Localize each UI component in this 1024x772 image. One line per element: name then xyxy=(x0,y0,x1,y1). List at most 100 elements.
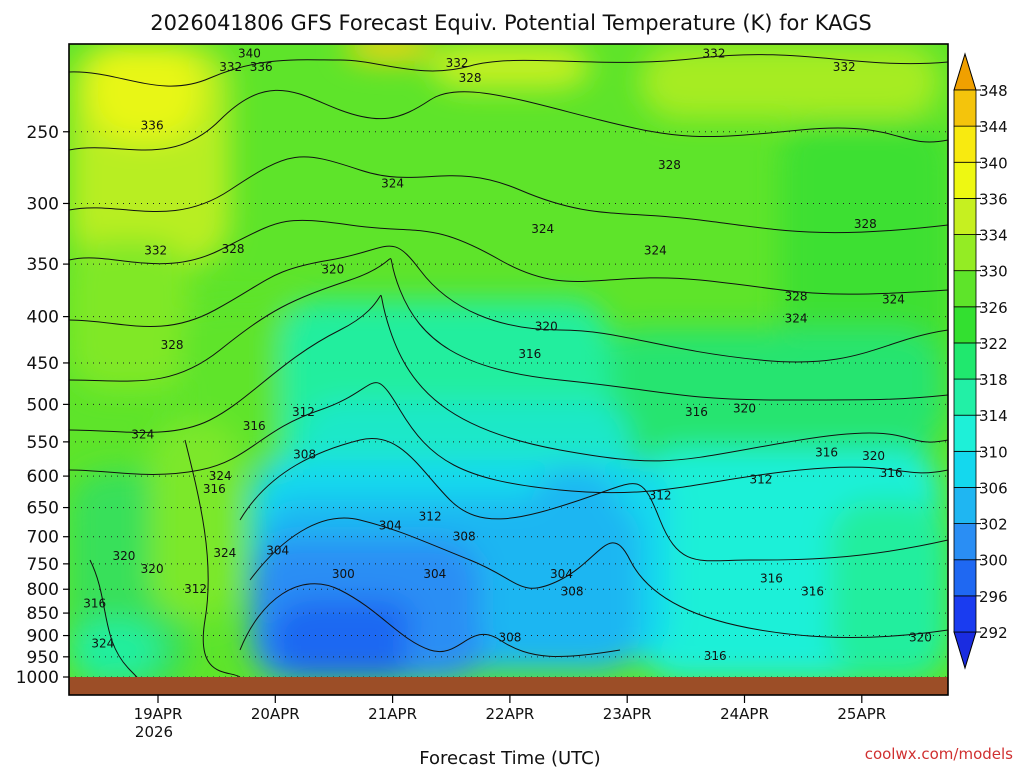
contour-label: 320 xyxy=(321,263,344,277)
contour-line xyxy=(69,245,948,363)
y-tick-label: 400 xyxy=(27,308,59,328)
contour-label: 332 xyxy=(446,56,469,70)
colorbar-tick-label: 344 xyxy=(979,118,1008,136)
ground-band xyxy=(69,677,948,695)
contour-label: 312 xyxy=(649,488,672,502)
contour-label: 316 xyxy=(243,419,266,433)
colorbar-swatch xyxy=(953,342,977,380)
contour-label: 332 xyxy=(219,60,242,74)
y-tick-label: 950 xyxy=(27,648,59,668)
contour-label: 300 xyxy=(332,567,355,581)
contour-line xyxy=(69,258,948,401)
colorbar-swatch xyxy=(953,523,977,561)
y-tick-label: 350 xyxy=(27,255,59,275)
colorbar-swatch xyxy=(953,595,977,633)
contour-label: 320 xyxy=(862,449,885,463)
x-tick-label: 19APR xyxy=(134,705,183,723)
y-tick-label: 800 xyxy=(27,580,59,600)
y-tick-label: 700 xyxy=(27,528,59,548)
field-region xyxy=(270,600,420,680)
x-tick-label: 24APR xyxy=(720,705,769,723)
colorbar-tick-label: 348 xyxy=(979,82,1008,100)
contour-label: 320 xyxy=(535,319,558,333)
colorbar-swatch xyxy=(953,414,977,452)
contour-label: 312 xyxy=(184,582,207,596)
colorbar-tick-label: 302 xyxy=(979,516,1008,534)
field-region xyxy=(345,44,435,62)
contour-line xyxy=(249,517,948,638)
field-region xyxy=(90,44,200,139)
y-tick-label: 450 xyxy=(27,354,59,374)
contour-label: 316 xyxy=(760,571,783,585)
colorbar-tick-label: 292 xyxy=(979,624,1008,642)
y-tick-label: 750 xyxy=(27,555,59,575)
contour-label: 316 xyxy=(518,347,541,361)
contour-label: 332 xyxy=(144,243,167,257)
contour-line xyxy=(69,89,948,151)
y-tick-label: 650 xyxy=(27,499,59,519)
contour-label: 324 xyxy=(644,243,667,257)
contour-label: 328 xyxy=(459,71,482,85)
contour-label: 308 xyxy=(498,631,521,645)
contour-label: 312 xyxy=(419,510,442,524)
colorbar-swatch xyxy=(953,125,977,163)
x-axis-label: Forecast Time (UTC) xyxy=(419,748,600,768)
contour-label: 328 xyxy=(161,338,184,352)
field-region xyxy=(150,420,240,620)
contour-label: 324 xyxy=(531,222,554,236)
contour-label: 328 xyxy=(658,158,681,172)
field-region xyxy=(69,240,189,390)
contour-label: 332 xyxy=(703,47,726,61)
x-tick-label: 20APR xyxy=(251,705,300,723)
contour-label: 320 xyxy=(141,562,164,576)
contour-label: 324 xyxy=(381,176,404,190)
x-tick-label: 21APR xyxy=(368,705,417,723)
colorbar-tick-label: 296 xyxy=(979,588,1008,606)
contour-label: 328 xyxy=(785,289,808,303)
colorbar-swatch xyxy=(953,197,977,235)
y-tick-label: 300 xyxy=(27,194,59,214)
contour-line xyxy=(239,438,948,562)
contour-line xyxy=(69,219,948,295)
plot-frame xyxy=(68,43,949,696)
colorbar-tick-label: 306 xyxy=(979,479,1008,497)
colorbar-swatch xyxy=(953,89,977,127)
colorbar-tick-label: 318 xyxy=(979,371,1008,389)
colorbar-tick-label: 310 xyxy=(979,443,1008,461)
colorbar-tick-label: 336 xyxy=(979,190,1008,208)
y-tick-label: 500 xyxy=(27,395,59,415)
field-region xyxy=(600,330,940,460)
contour-label: 316 xyxy=(801,585,824,599)
contour-label: 304 xyxy=(379,518,402,532)
contour-label: 308 xyxy=(293,448,316,462)
contour-label: 320 xyxy=(113,549,136,563)
colorbar-swatch xyxy=(953,306,977,344)
y-tick-label: 600 xyxy=(27,467,59,487)
field-region xyxy=(430,44,590,89)
colorbar-tick-label: 322 xyxy=(979,335,1008,353)
contour-label: 304 xyxy=(266,544,289,558)
contour-label: 316 xyxy=(203,482,226,496)
y-tick-label: 250 xyxy=(27,123,59,143)
contour-label: 316 xyxy=(83,597,106,611)
contour-label: 328 xyxy=(854,217,877,231)
y-tick-label: 1000 xyxy=(16,668,59,688)
colorbar-tick-label: 300 xyxy=(979,552,1008,570)
y-tick-label: 550 xyxy=(27,433,59,453)
contour-line xyxy=(184,439,241,678)
field-region xyxy=(70,620,160,680)
contour-label: 304 xyxy=(423,567,446,581)
colorbar-swatch xyxy=(953,234,977,272)
field-region xyxy=(830,500,948,680)
colorbar-tick-label: 330 xyxy=(979,263,1008,281)
colorbar-tick-label: 326 xyxy=(979,299,1008,317)
field-region xyxy=(530,470,620,610)
watermark: coolwx.com/models xyxy=(865,745,1013,763)
contour-label: 324 xyxy=(209,469,232,483)
field-region xyxy=(405,610,485,680)
y-tick-label: 900 xyxy=(27,627,59,647)
contour-line xyxy=(239,583,621,658)
contour-label: 324 xyxy=(213,546,236,560)
